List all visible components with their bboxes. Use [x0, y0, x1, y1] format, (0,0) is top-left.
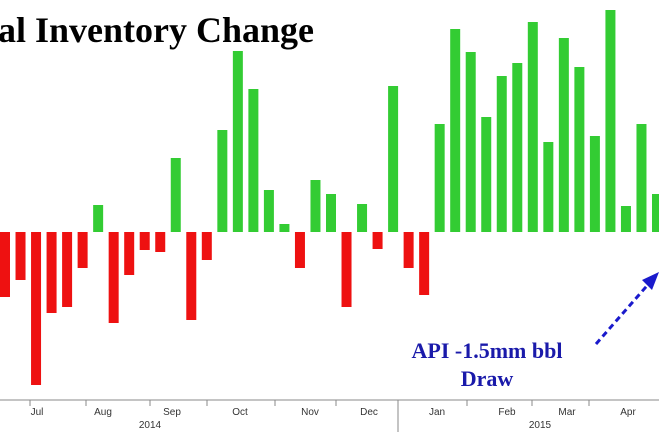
bar — [201, 232, 212, 260]
chart-title: al Inventory Change — [0, 10, 314, 50]
bar — [652, 194, 659, 232]
month-label: Sep — [163, 407, 181, 418]
bar — [543, 142, 554, 232]
bar — [279, 224, 290, 232]
bar — [155, 232, 166, 252]
bar — [0, 232, 10, 297]
bar — [62, 232, 73, 307]
bar — [263, 190, 274, 232]
bar — [450, 29, 461, 232]
bar — [636, 124, 647, 232]
bar — [217, 130, 228, 232]
bar — [419, 232, 430, 295]
month-label: Nov — [301, 407, 319, 418]
annotation-arrowhead — [642, 272, 659, 290]
bar — [108, 232, 119, 323]
bar — [403, 232, 414, 268]
bar — [465, 52, 476, 232]
annotation: API -1.5mm bbl — [412, 338, 563, 363]
year-label: 2014 — [139, 420, 162, 431]
month-label: Oct — [232, 407, 248, 418]
bar — [31, 232, 42, 385]
bar — [481, 117, 492, 232]
bar — [46, 232, 57, 313]
month-label: Jul — [31, 407, 44, 418]
bar — [139, 232, 150, 250]
bar — [434, 124, 445, 232]
month-label: Mar — [558, 407, 576, 418]
bar — [232, 51, 243, 232]
month-label: Jan — [429, 407, 445, 418]
bar — [310, 180, 321, 232]
bar — [620, 206, 631, 232]
bar — [341, 232, 352, 307]
bar — [248, 89, 259, 232]
bar — [527, 22, 538, 232]
bar — [93, 205, 104, 232]
bar — [124, 232, 135, 275]
bar — [558, 38, 569, 232]
bar — [15, 232, 26, 280]
year-label: 2015 — [529, 420, 552, 431]
month-label: Apr — [620, 407, 636, 418]
bar — [77, 232, 88, 268]
annotation: Draw — [461, 366, 514, 391]
bar — [496, 76, 507, 232]
annotation-arrow — [594, 279, 654, 345]
bar — [186, 232, 197, 320]
bar — [605, 10, 616, 232]
bar — [326, 194, 336, 232]
bar — [388, 86, 399, 232]
bar — [512, 63, 523, 232]
bar — [294, 232, 305, 268]
bar — [372, 232, 383, 249]
month-label: Aug — [94, 407, 112, 418]
bar — [170, 158, 181, 232]
bar — [589, 136, 600, 232]
month-label: Dec — [360, 407, 378, 418]
bar — [574, 67, 585, 232]
bar — [357, 204, 368, 232]
month-label: Feb — [498, 407, 516, 418]
